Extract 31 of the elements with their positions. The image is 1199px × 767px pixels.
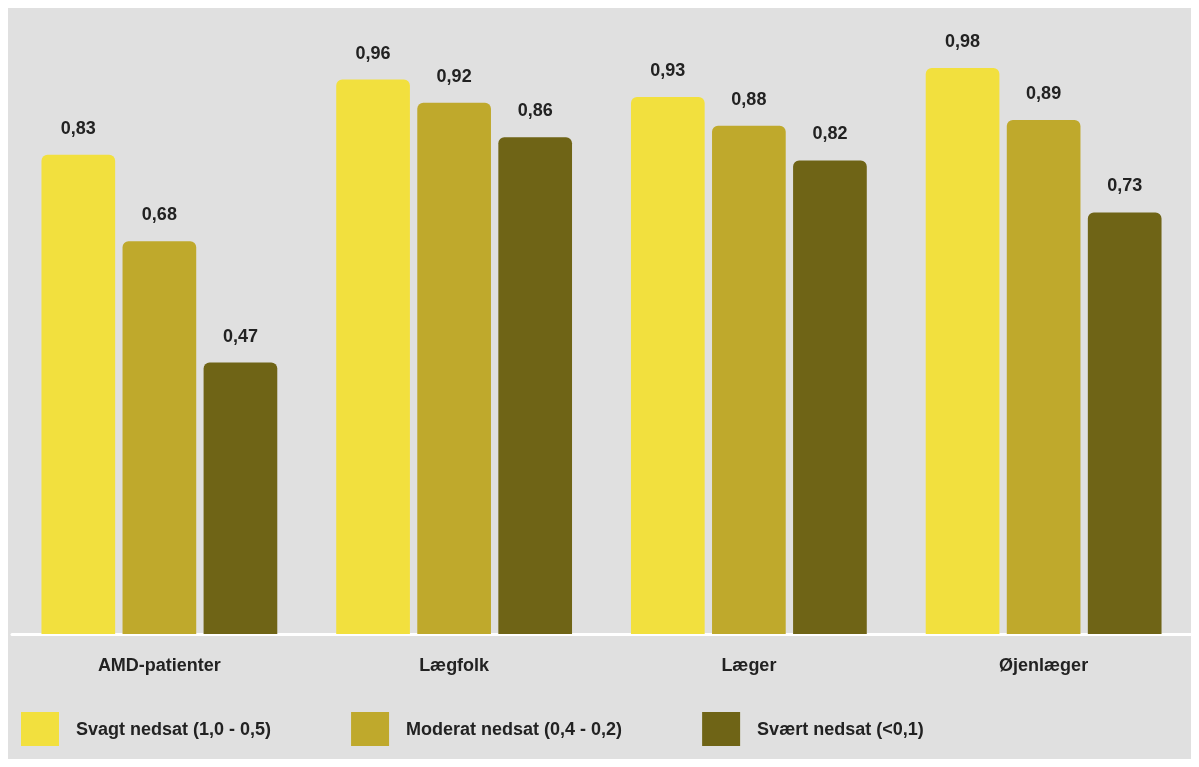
bar	[712, 125, 786, 634]
x-tick-label: Lægfolk	[419, 655, 491, 675]
bar	[41, 154, 116, 634]
bar	[498, 137, 573, 634]
bar	[1087, 212, 1162, 634]
x-tick-label: Øjenlæger	[999, 655, 1089, 675]
bar	[925, 68, 1000, 634]
data-label: 0,89	[1026, 82, 1062, 103]
legend-label: Moderat nedsat (0,4 - 0,2)	[406, 719, 623, 739]
data-label: 0,83	[60, 117, 96, 138]
data-label: 0,73	[1107, 175, 1143, 196]
data-label: 0,82	[812, 123, 848, 144]
bar	[203, 362, 278, 634]
data-label: 0,88	[731, 88, 767, 109]
bar	[630, 96, 705, 634]
data-label: 0,86	[517, 100, 553, 121]
bar	[122, 241, 197, 634]
data-label: 0,68	[141, 204, 177, 225]
data-label: 0,47	[222, 325, 258, 346]
data-label: 0,98	[945, 31, 981, 51]
bar	[1006, 119, 1081, 634]
bar	[336, 79, 410, 634]
legend-label: Svært nedsat (<0,1)	[757, 719, 924, 739]
x-tick-label: AMD-patienter	[97, 655, 221, 675]
legend-label: Svagt nedsat (1,0 - 0,5)	[76, 719, 272, 739]
data-label: 0,96	[355, 42, 391, 63]
data-label: 0,93	[650, 59, 686, 80]
bar	[793, 160, 867, 634]
x-tick-label: Læger	[721, 655, 777, 675]
data-label: 0,92	[436, 65, 472, 86]
bar	[417, 102, 491, 634]
